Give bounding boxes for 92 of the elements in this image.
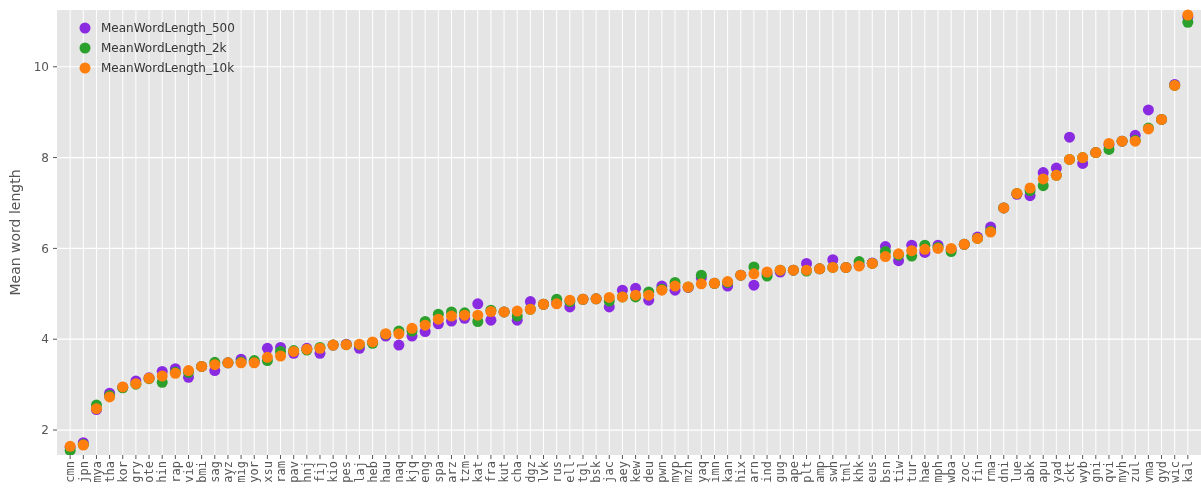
x-tick-label: gry bbox=[129, 461, 144, 483]
x-tick-label: spa bbox=[431, 461, 446, 483]
x-tick-label: hin bbox=[155, 461, 170, 483]
x-tick-label: lvk bbox=[536, 460, 551, 483]
x-tick-label: fra bbox=[484, 461, 499, 483]
x-tick-label: yor bbox=[247, 461, 262, 483]
x-tick-label: kal bbox=[1181, 461, 1196, 483]
x-tick-label: bmi bbox=[194, 461, 209, 483]
x-tick-label: hau bbox=[378, 461, 393, 483]
x-tick-label: zul bbox=[1128, 461, 1143, 483]
x-tick-label: tzm bbox=[457, 461, 472, 483]
x-tick-label: dni bbox=[996, 461, 1011, 483]
x-tick-label: imn bbox=[707, 461, 722, 483]
x-tick-label: hix bbox=[733, 461, 748, 483]
x-tick-label: mig bbox=[234, 461, 249, 483]
x-tick-label: dgz bbox=[523, 461, 538, 483]
x-tick-label: ell bbox=[563, 461, 578, 483]
x-tick-label: zoc bbox=[957, 461, 972, 483]
x-tick-label: apu bbox=[1036, 461, 1051, 483]
x-tick-label: tml bbox=[839, 461, 854, 483]
x-tick-label: wyb bbox=[1075, 461, 1090, 483]
y-tick-label: 8 bbox=[41, 150, 49, 165]
y-tick-label: 4 bbox=[41, 332, 49, 347]
x-tick-label: arn bbox=[747, 461, 762, 483]
x-tick-label: kat bbox=[470, 461, 485, 483]
x-tick-label: khk bbox=[852, 460, 867, 483]
x-tick-label: myh bbox=[1115, 461, 1130, 483]
x-tick-label: wic bbox=[1167, 461, 1182, 483]
x-tick-label: kor bbox=[115, 461, 130, 483]
x-tick-label: myp bbox=[668, 461, 683, 483]
x-tick-label: pav bbox=[286, 461, 301, 483]
x-tick-label: rus bbox=[549, 461, 564, 483]
x-tick-label: heb bbox=[365, 461, 380, 483]
x-tick-label: ape bbox=[786, 461, 801, 483]
x-tick-label: ram bbox=[273, 461, 288, 483]
x-tick-label: pes bbox=[339, 461, 354, 483]
x-tick-label: yaq bbox=[694, 461, 709, 483]
x-tick-label: tiw bbox=[891, 460, 906, 483]
x-tick-label: bsk bbox=[589, 460, 604, 483]
x-tick-label: kut bbox=[497, 461, 512, 483]
x-tick-label: fin bbox=[970, 461, 985, 483]
x-tick-label: vie bbox=[181, 461, 196, 483]
x-tick-label: kew bbox=[628, 460, 643, 483]
x-tick-label: vma bbox=[1141, 461, 1156, 483]
x-tick-label: tgl bbox=[576, 461, 591, 483]
x-tick-label: ayz bbox=[221, 461, 236, 483]
x-tick-label: kjq bbox=[405, 461, 420, 483]
x-tick-label: wba bbox=[944, 461, 959, 483]
x-tick-label: eus bbox=[865, 461, 880, 483]
x-tick-label: ckt bbox=[1062, 461, 1077, 483]
x-tick-label: mph bbox=[931, 461, 946, 483]
x-tick-label: hae bbox=[918, 461, 933, 483]
x-tick-label: swh bbox=[826, 461, 841, 483]
x-tick-label: aey bbox=[615, 461, 630, 483]
x-tick-label: gug bbox=[773, 461, 788, 483]
x-tick-label: yad bbox=[1049, 461, 1064, 483]
x-tick-label: ind bbox=[760, 461, 775, 483]
x-tick-label: abk bbox=[1023, 460, 1038, 483]
x-tick-label: pwn bbox=[655, 461, 670, 483]
x-tick-label: qvi bbox=[1102, 461, 1117, 483]
x-tick-label: lue bbox=[1010, 461, 1025, 483]
x-tick-label: tur bbox=[904, 461, 919, 483]
x-tick-label: cha bbox=[510, 461, 525, 483]
legend-label: MeanWordLength_10k bbox=[101, 61, 235, 76]
x-tick-label: mzh bbox=[681, 461, 696, 483]
x-tick-label: gyd bbox=[1154, 461, 1169, 483]
x-tick-label: cmn bbox=[63, 461, 78, 483]
x-tick-label: hnj bbox=[300, 461, 315, 483]
x-tick-label: jac bbox=[602, 461, 617, 483]
x-tick-label: rma bbox=[983, 461, 998, 483]
x-tick-label: plt bbox=[799, 461, 814, 483]
legend-label: MeanWordLength_2k bbox=[101, 41, 227, 56]
x-tick-label: eng bbox=[418, 461, 433, 483]
y-axis-title: Mean word length bbox=[7, 169, 23, 296]
x-tick-label: tha bbox=[102, 461, 117, 483]
x-tick-label: gni bbox=[1089, 461, 1103, 483]
x-tick-label: laj bbox=[352, 461, 367, 483]
y-tick-label: 10 bbox=[33, 59, 49, 74]
x-tick-label: naq bbox=[392, 461, 407, 483]
x-tick-label: ote bbox=[142, 461, 157, 483]
x-tick-label: deu bbox=[641, 461, 656, 483]
x-tick-label: rap bbox=[168, 461, 183, 483]
x-tick-label: bsn bbox=[878, 461, 893, 483]
x-tick-label: sag bbox=[207, 461, 222, 483]
x-tick-label: jpn bbox=[76, 461, 91, 483]
x-tick-label: kan bbox=[720, 461, 735, 483]
x-tick-label: xsu bbox=[260, 461, 275, 483]
y-tick-label: 2 bbox=[41, 423, 49, 438]
x-tick-label: fij bbox=[313, 461, 328, 483]
y-tick-label: 6 bbox=[41, 241, 49, 256]
x-tick-label: kio bbox=[326, 461, 341, 483]
legend-label: MeanWordLength_500 bbox=[101, 21, 235, 36]
